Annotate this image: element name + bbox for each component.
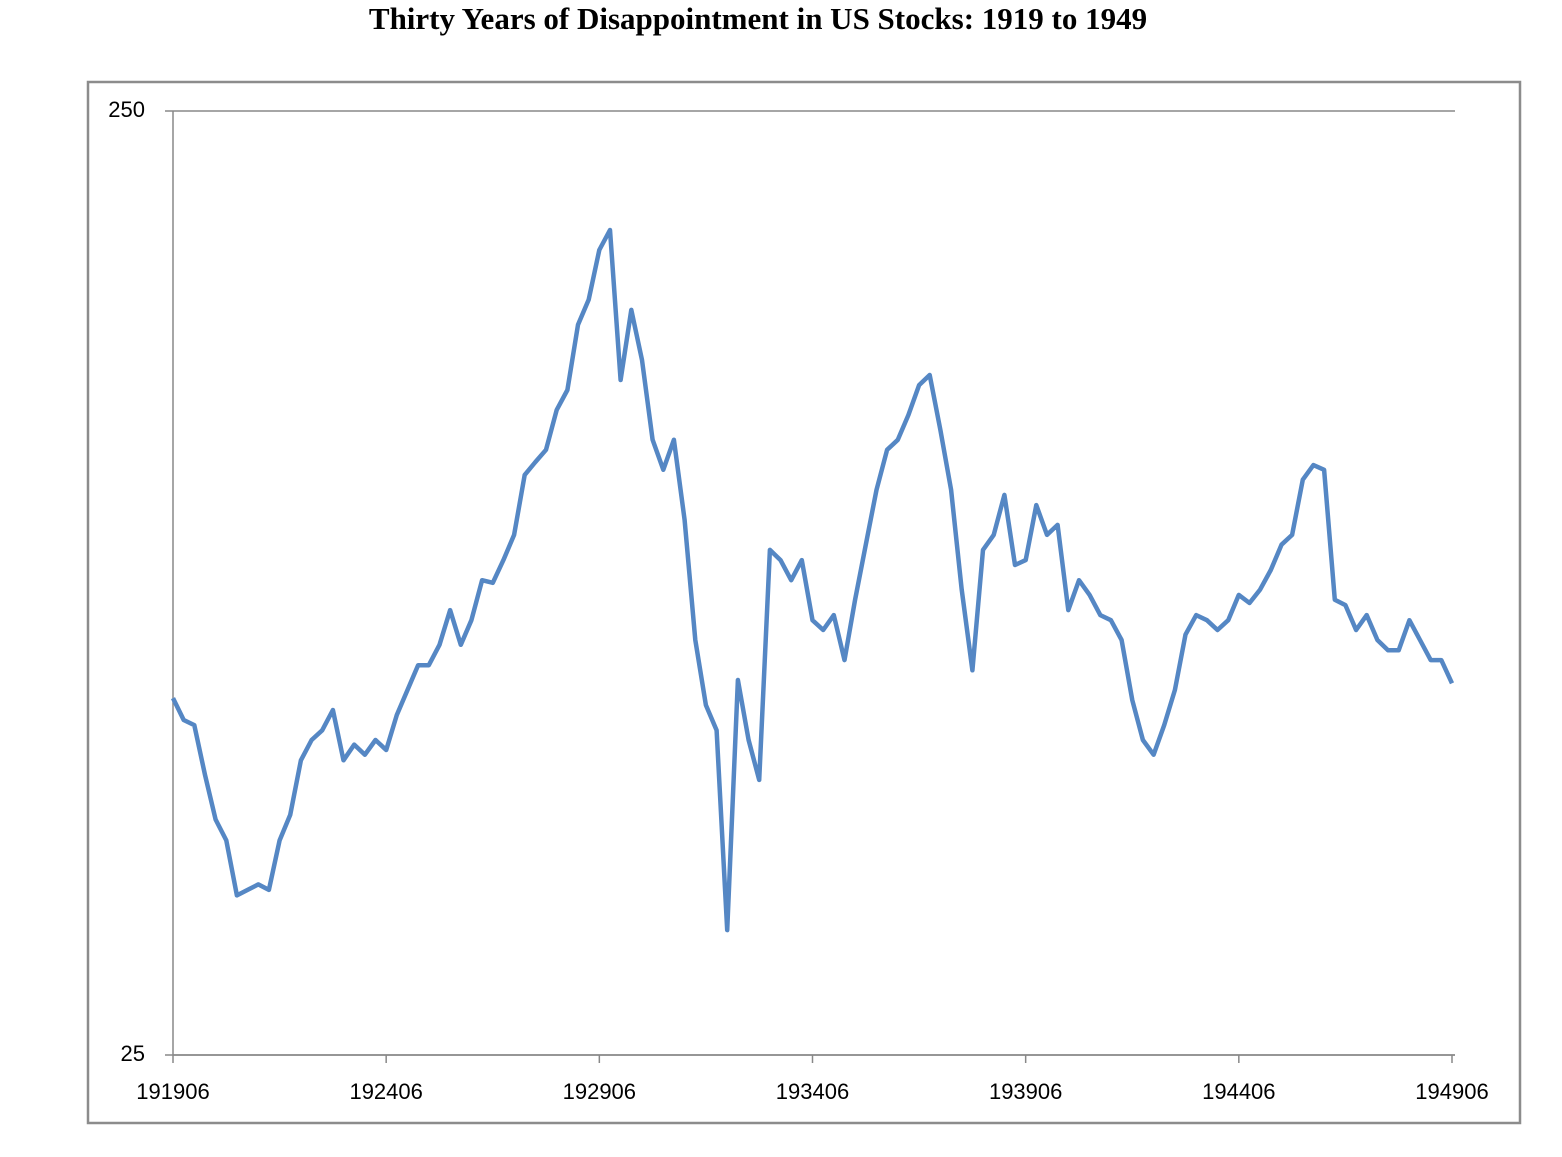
data-line (170, 227, 1455, 933)
x-tick-label: 193406 (776, 1079, 849, 1104)
x-tick-label: 192906 (563, 1079, 636, 1104)
y-tick-label: 250 (108, 97, 145, 122)
x-tick-label: 193906 (989, 1079, 1062, 1104)
chart-frame (86, 80, 1522, 1125)
x-tick-label: 194906 (1415, 1079, 1488, 1104)
x-tick-label: 194406 (1202, 1079, 1275, 1104)
x-tick-label: 192406 (349, 1079, 422, 1104)
chart-title: Thirty Years of Disappointment in US Sto… (369, 1, 1147, 36)
x-tick-label: 191906 (136, 1079, 209, 1104)
y-tick-label: 25 (121, 1041, 145, 1066)
